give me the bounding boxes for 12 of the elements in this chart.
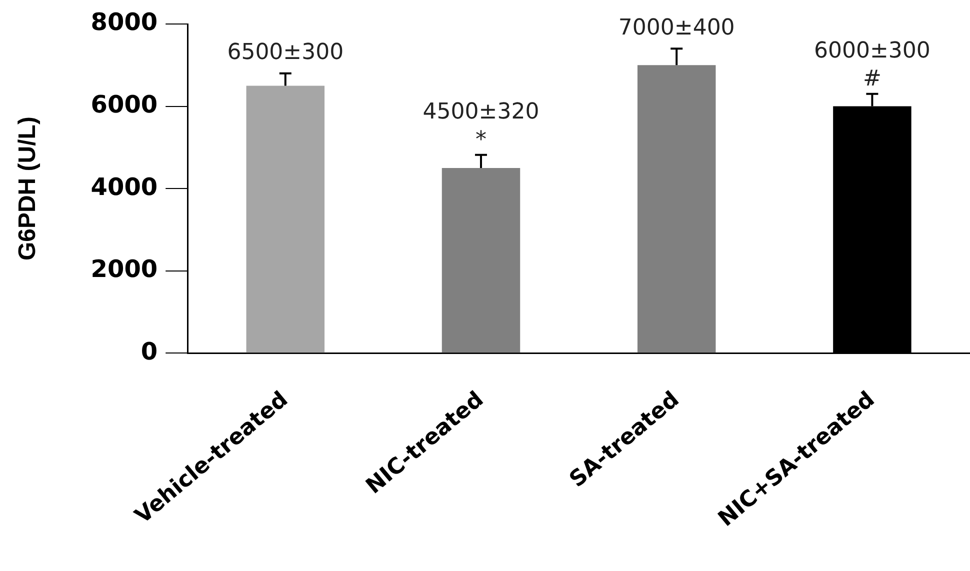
y-tick-label: 0: [140, 337, 158, 366]
data-label: 7000±400: [618, 15, 735, 40]
data-label: 4500±320: [422, 100, 540, 125]
y-axis-title: G6PDH (U/L): [14, 116, 42, 261]
y-tick-label: 6000: [90, 90, 158, 119]
data-label: 6500±300: [227, 40, 344, 66]
data-label: 6000±300: [814, 38, 930, 64]
annotation: *: [476, 128, 486, 153]
annotation: #: [862, 66, 882, 92]
y-tick-label: 4000: [90, 172, 158, 201]
y-tick-label: 2000: [90, 255, 158, 284]
y-tick-label: 8000: [90, 8, 158, 36]
